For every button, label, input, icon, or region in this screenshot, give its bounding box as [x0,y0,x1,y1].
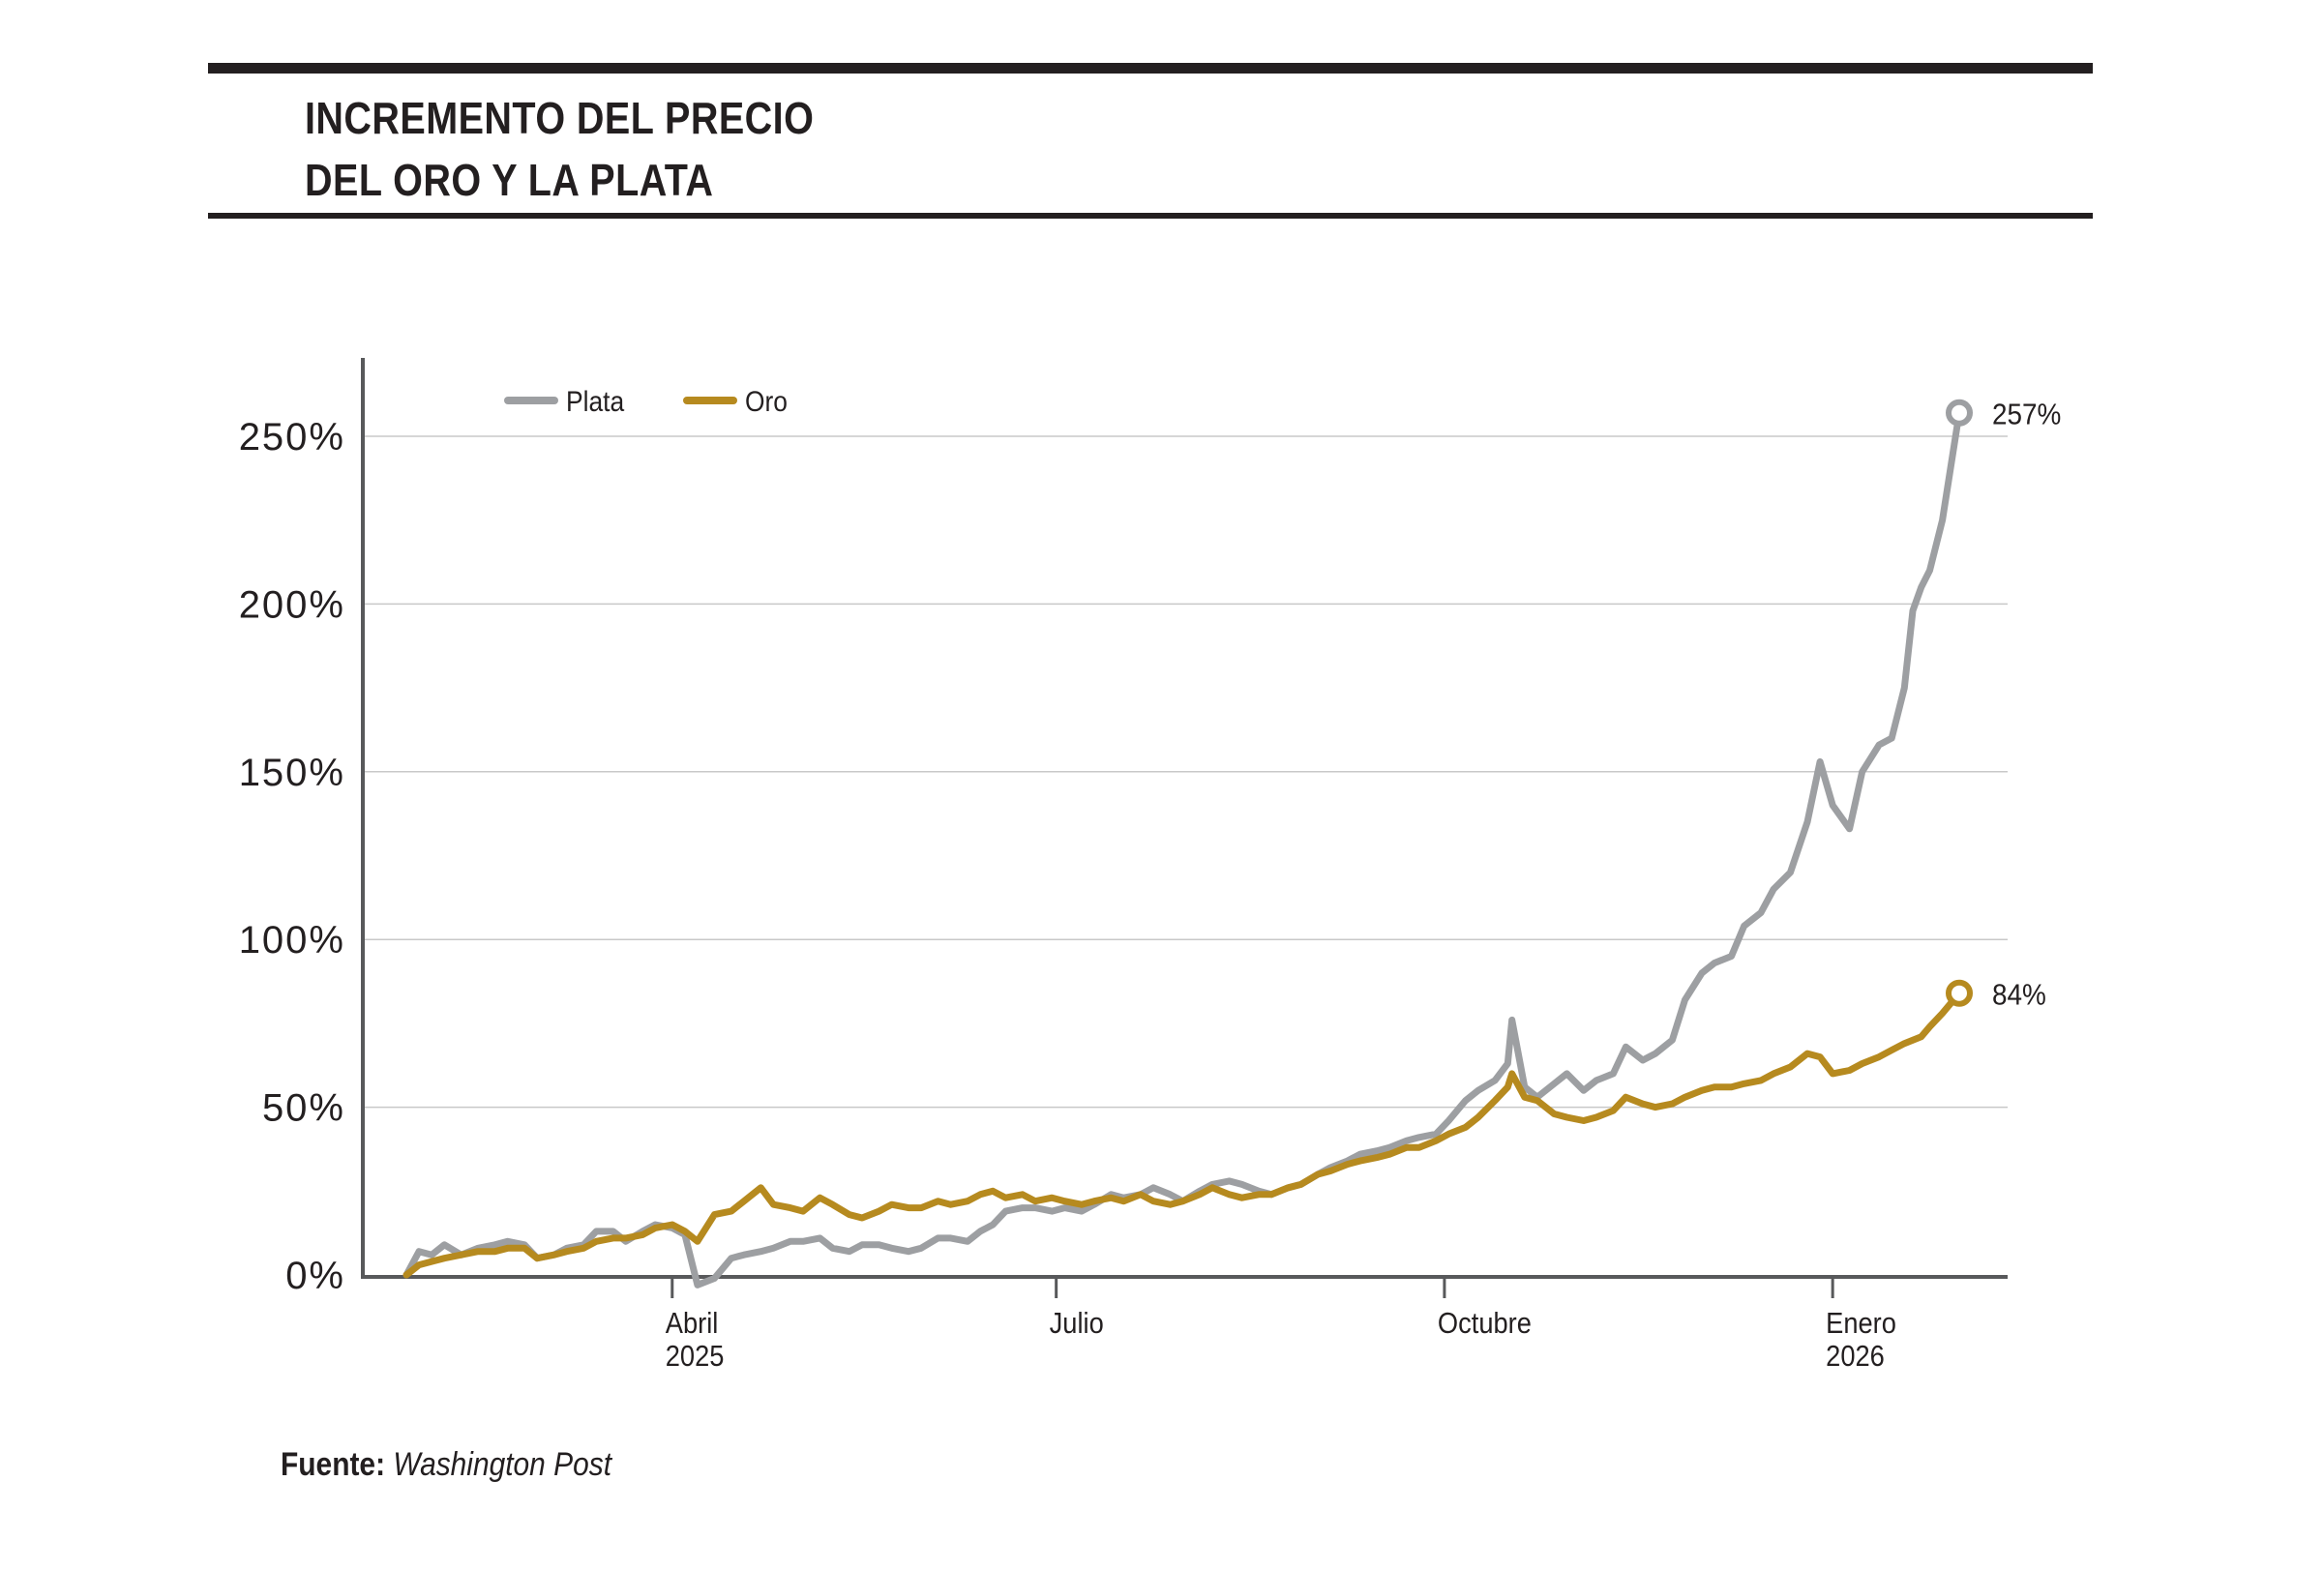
y-tick-label: 150% [239,752,345,794]
x-tick-label: Julio [1050,1307,1104,1340]
chart-title-line-2: DEL ORO Y LA PLATA [305,155,714,205]
title-bottom-rule [208,213,2093,219]
y-tick-label: 200% [239,583,345,626]
chart-title: INCREMENTO DEL PRECIO DEL ORO Y LA PLATA [305,87,814,211]
y-tick-label: 250% [239,416,345,459]
x-tick-label: Octubre [1438,1307,1532,1340]
x-tick-label: 2025 [666,1340,725,1373]
source-name: Washington Post [393,1446,612,1483]
y-tick-label: 100% [239,919,345,962]
end-marker-oro [1946,979,1973,1007]
x-tick-label: 2026 [1826,1340,1885,1373]
end-marker-plata [1946,399,1973,427]
series-line-plata [402,409,1963,1289]
chart-title-line-1: INCREMENTO DEL PRECIO [305,93,815,143]
y-tick-label: 0% [285,1255,345,1297]
x-tick-label: Enero [1826,1307,1896,1340]
end-label-plata: 257% [1992,398,2061,431]
source-note: Fuente: Washington Post [281,1446,611,1484]
x-tick-label: Abril [666,1307,719,1340]
legend-label-plata: Plata [566,384,624,417]
title-top-rule [208,63,2093,74]
end-label-oro: 84% [1992,978,2046,1012]
y-tick-label: 50% [262,1087,345,1130]
source-label: Fuente: [281,1446,386,1483]
series-line-oro [402,990,1963,1279]
legend-label-oro: Oro [745,384,788,417]
